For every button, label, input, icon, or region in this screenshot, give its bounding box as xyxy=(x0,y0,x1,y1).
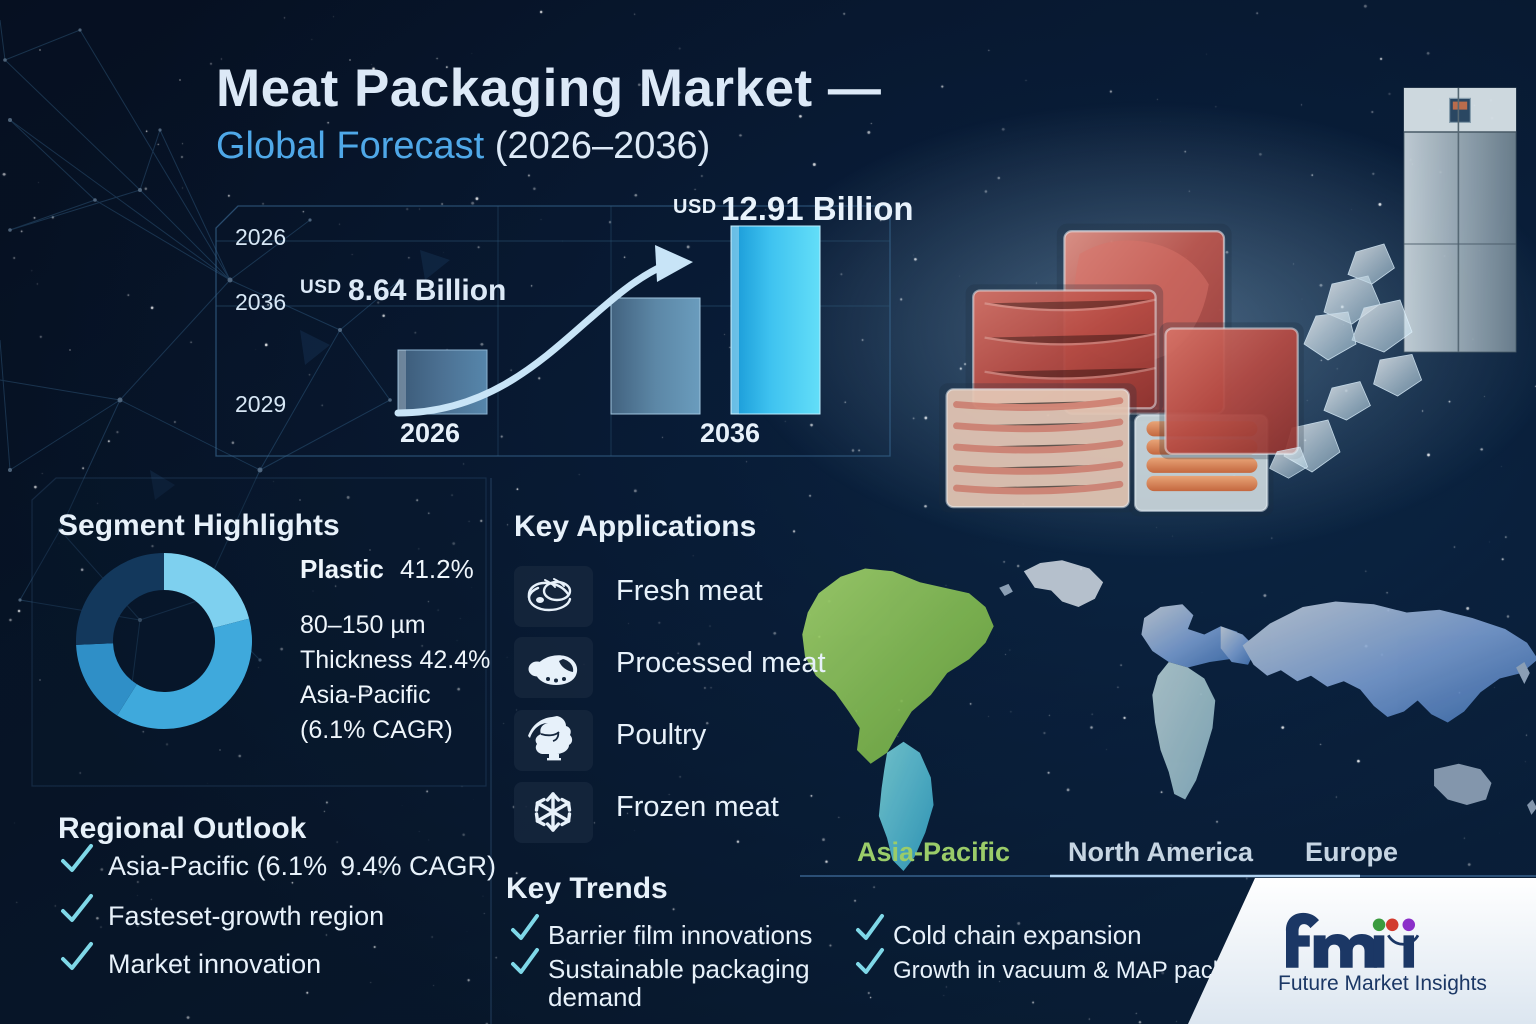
svg-text:Future Market Insights: Future Market Insights xyxy=(1278,972,1487,995)
